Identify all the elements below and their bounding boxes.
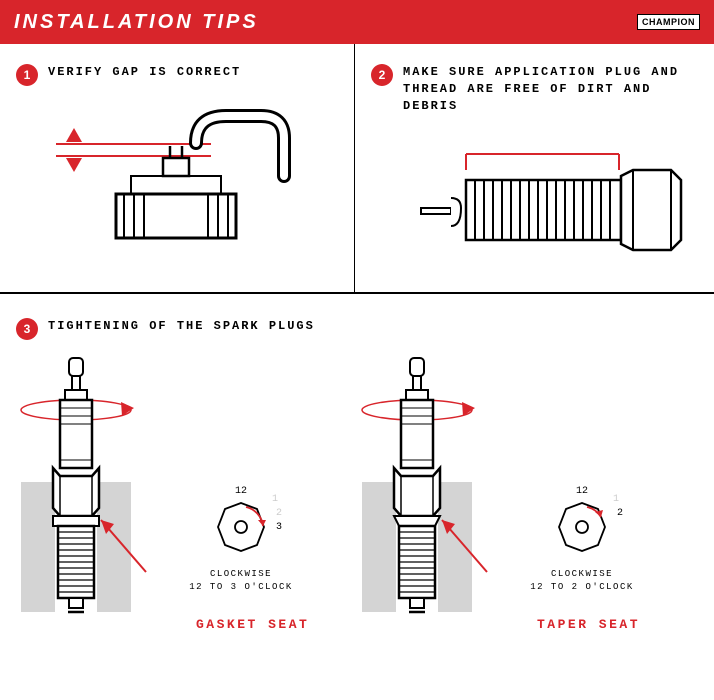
step-2-badge: 2	[371, 64, 393, 86]
gasket-dial-wrap: 12 1 2 3 CLOCKWISE 12 TO 3 O'CLOCK GASKE…	[156, 420, 326, 632]
dial-2-label: 2	[276, 508, 282, 519]
taper-dial-caption: CLOCKWISE 12 TO 2 O'CLOCK	[497, 568, 667, 595]
taper-seat-section: 12 1 2 CLOCKWISE 12 TO 2 O'CLOCK TAPER S…	[357, 352, 698, 632]
page-title: INSTALLATION TIPS	[14, 11, 259, 34]
taper-plug-illustration	[357, 352, 497, 632]
tightening-content: 12 1 2 3 CLOCKWISE 12 TO 3 O'CLOCK GASKE…	[16, 352, 698, 632]
gasket-seat-section: 12 1 2 3 CLOCKWISE 12 TO 3 O'CLOCK GASKE…	[16, 352, 357, 632]
taper-seat-label: TAPER SEAT	[537, 617, 667, 632]
gap-diagram	[16, 98, 336, 268]
dial-12-label: 12	[576, 486, 588, 497]
step-2-panel: 2 MAKE SURE APPLICATION PLUG AND THREAD …	[355, 44, 714, 292]
top-row: 1 VERIFY GAP IS CORRECT 2 MAKE SURE	[0, 44, 714, 292]
dial-2-label: 2	[617, 508, 623, 519]
step-3-badge: 3	[16, 318, 38, 340]
step-2-title: MAKE SURE APPLICATION PLUG AND THREAD AR…	[403, 64, 698, 114]
dial-3-label: 3	[276, 522, 282, 533]
step-1-panel: 1 VERIFY GAP IS CORRECT	[0, 44, 355, 292]
step-3-header: 3 TIGHTENING OF THE SPARK PLUGS	[16, 318, 698, 340]
gasket-dial-caption: CLOCKWISE 12 TO 3 O'CLOCK	[156, 568, 326, 595]
taper-dial: 12 1 2	[555, 500, 609, 554]
step-1-header: 1 VERIFY GAP IS CORRECT	[16, 64, 338, 86]
thread-diagram	[371, 126, 701, 276]
dial-1-label: 1	[613, 494, 619, 505]
dial-1-label: 1	[272, 494, 278, 505]
gasket-plug-illustration	[16, 352, 156, 632]
brand-logo: CHAMPION	[637, 14, 700, 30]
taper-dial-wrap: 12 1 2 CLOCKWISE 12 TO 2 O'CLOCK TAPER S…	[497, 420, 667, 632]
gasket-seat-label: GASKET SEAT	[196, 617, 326, 632]
step-3-title: TIGHTENING OF THE SPARK PLUGS	[48, 318, 315, 335]
step-3-panel: 3 TIGHTENING OF THE SPARK PLUGS	[0, 294, 714, 656]
header-bar: INSTALLATION TIPS CHAMPION	[0, 0, 714, 44]
step-2-header: 2 MAKE SURE APPLICATION PLUG AND THREAD …	[371, 64, 698, 114]
dial-12-label: 12	[235, 486, 247, 497]
gasket-dial: 12 1 2 3	[214, 500, 268, 554]
step-1-title: VERIFY GAP IS CORRECT	[48, 64, 241, 81]
step-1-badge: 1	[16, 64, 38, 86]
